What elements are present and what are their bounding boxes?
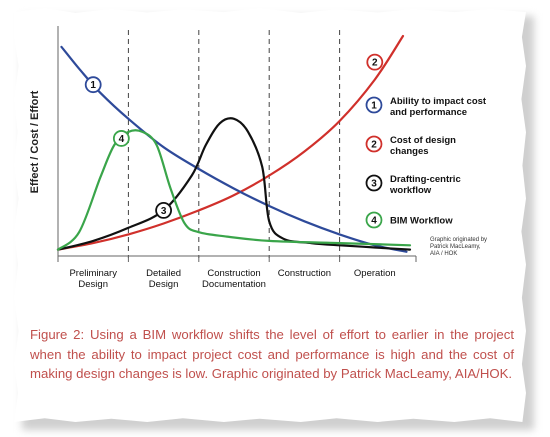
legend-marker-label: 2 [371,140,377,151]
series-marker-label: 2 [372,58,378,69]
series-line-1 [60,45,408,253]
series-line-2 [56,34,405,251]
legend-marker-label: 4 [371,216,377,227]
phase-label: Preliminary Design [69,268,117,290]
legend-marker-circle [365,211,383,229]
series-lines [56,34,412,253]
credit-note: Graphic originated by Patrick MacLeamy, AI… [430,237,487,257]
credit-text: Graphic originated by Patrick MacLeamy, AI… [430,237,487,257]
figure-card [14,8,526,422]
series-line-3 [56,117,412,251]
series-marker-circle [84,76,102,94]
series-markers: 1 2 3 4 [84,53,384,219]
figure-caption: Figure 2: Using a BIM workflow shifts th… [30,327,514,381]
legend-marker-circle [365,135,383,153]
legend-entry-label: BIM Workflow [390,216,453,227]
phase-label: Construction [278,268,331,279]
series-marker-circle [112,130,130,147]
legend: 1 Ability to impact cost and performance 2 C… [365,96,487,229]
phase-label: Operation [354,268,396,279]
legend-entry-label: Drafting-centric workflow [389,174,461,196]
series-marker-label: 4 [119,134,125,145]
series-marker-circle [155,201,173,219]
phase-label: Detailed Design [146,268,181,290]
series-line-4 [56,129,412,251]
y-axis-label: Effect / Cost / Effort [29,90,41,193]
legend-marker-label: 1 [371,101,377,112]
legend-entry-label: Cost of design changes [390,135,456,157]
series-marker-circle [366,53,384,71]
phase-label: Construction Documentation [202,268,266,290]
legend-marker-label: 3 [371,179,377,190]
legend-marker-circle [365,96,383,114]
series-marker-label: 3 [161,206,167,217]
phase-labels: Preliminary Design Detailed Design Construct… [69,268,395,290]
legend-marker-circle [365,174,383,192]
series-marker-label: 1 [90,80,96,91]
chart-axes [57,26,417,262]
legend-entry-label: Ability to impact cost and performance [390,96,487,118]
